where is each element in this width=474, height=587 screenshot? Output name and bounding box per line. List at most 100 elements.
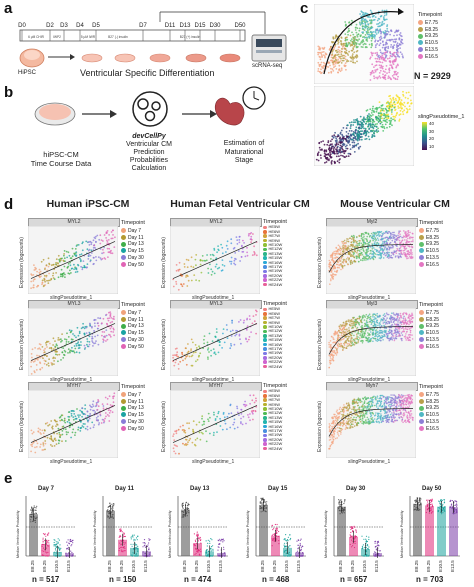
legend-item: HE17W [263, 264, 287, 269]
legend-item: HE24W [263, 282, 287, 287]
sample-size-label: n = 657 [340, 575, 368, 584]
sequencer-icon [251, 34, 287, 62]
x-axis-label: slingPseudotime_1 [192, 295, 235, 301]
x-category-label: E8.25 [107, 560, 112, 572]
expression-scatter [170, 308, 260, 376]
probability-bar [259, 504, 268, 556]
timeline-day-label: D3 [60, 23, 68, 29]
legend-item: HE16W [263, 260, 287, 265]
legend-item: Day 30 [121, 255, 145, 262]
legend-item: HE6W [263, 393, 287, 398]
x-axis-label: slingPseudotime_1 [348, 295, 391, 301]
probability-bar [425, 506, 434, 556]
x-category-label: E10.5 [131, 560, 136, 572]
x-category-label: E8.25 [260, 560, 265, 572]
x-axis-label: slingPseudotime_1 [192, 459, 235, 465]
probability-bar [449, 507, 458, 556]
x-category-label: E13.5 [143, 560, 148, 572]
x-category-label: E13.5 [66, 560, 71, 572]
expression-scatter [170, 226, 260, 294]
legend-item: HE9W [263, 320, 287, 325]
y-axis-label: Expression (logcounts) [161, 401, 167, 452]
legend-item: Day 11 [121, 235, 145, 242]
panel-b-letter: b [4, 84, 14, 101]
y-axis-label: Median Ventricular Probability [16, 510, 20, 558]
legend-item: Day 15 [121, 412, 145, 419]
legend-item: Day 50 [121, 262, 145, 269]
trend-line [172, 323, 258, 361]
legend-item: E9.25 [419, 323, 443, 330]
y-axis-label: Expression (logcounts) [317, 319, 323, 370]
tool-text: devCellPy Ventricular CM Prediction Prob… [126, 133, 172, 172]
probability-bar-chart [333, 496, 384, 558]
timeline-ticks [21, 30, 241, 41]
x-category-label: E9.25 [426, 560, 431, 572]
legend-item: E10.5 [419, 248, 443, 255]
timeline-media-label: 5 μM IWR [81, 35, 96, 39]
legend-item: HE19W [263, 351, 287, 355]
legend-item: HE20W [263, 355, 287, 360]
probability-bar [29, 514, 38, 556]
legend-item: HE19W [263, 433, 287, 437]
y-axis-label: Expression (logcounts) [317, 401, 323, 452]
timepoint-legend: Timepoint HE5W HE6W HE7W HE9W HE10W HE12W HE13W… [263, 383, 287, 451]
y-axis-label: Median Ventricular Probability [246, 510, 250, 558]
timeline-day-label: D7 [139, 23, 147, 29]
timeline-day-label: D0 [18, 23, 26, 29]
expression-scatter [170, 390, 260, 458]
x-axis-label: slingPseudotime_1 [192, 377, 235, 383]
sample-size-label: n = 468 [262, 575, 290, 584]
legend-item: E10.5 [419, 330, 443, 337]
probability-bar-chart [255, 496, 306, 558]
pseudotime-legend: slingPseudotime_1 [418, 114, 465, 120]
subpanel-title: Day 13 [190, 486, 210, 492]
legend-item: E16.5 [419, 426, 443, 433]
legend-item: HE22W [263, 278, 287, 282]
legend-item: Day 13 [121, 323, 145, 330]
col-title-ipsc: Human iPSC-CM [46, 198, 130, 210]
legend-item: HE22W [263, 360, 287, 364]
legend-item: HE9W [263, 402, 287, 407]
x-axis-label: slingPseudotime_1 [50, 295, 93, 301]
y-axis-label: Expression (logcounts) [19, 401, 25, 452]
brain-gears-icon [132, 91, 168, 127]
expression-scatter [28, 308, 118, 376]
x-category-label: E9.25 [42, 560, 47, 572]
probability-bar-chart [177, 496, 228, 558]
x-axis-label: slingPseudotime_1 [50, 377, 93, 383]
legend-item: HE6W [263, 311, 287, 316]
expression-scatter [28, 390, 118, 458]
probability-bar-chart [25, 496, 76, 558]
x-category-label: E10.5 [438, 560, 443, 572]
probability-bar [193, 543, 202, 556]
trend-line [30, 323, 116, 361]
trend-line [30, 241, 116, 279]
x-category-label: E8.25 [414, 560, 419, 572]
legend-item: HE19W [263, 269, 287, 273]
workflow-diagram [34, 86, 266, 127]
legend-item: HE7W [263, 234, 287, 238]
x-axis-label: slingPseudotime_1 [348, 377, 391, 383]
x-category-label: E10.5 [362, 560, 367, 572]
colorbar-tick: 30 [429, 128, 435, 134]
legend-item: HE16W [263, 424, 287, 429]
subpanel-title: Day 7 [38, 486, 55, 492]
x-category-label: E9.25 [194, 560, 199, 572]
input-text: hiPSC-CM Time Course Data [30, 150, 92, 168]
legend-item: HE13W [263, 251, 287, 256]
legend-item: Day 7 [121, 228, 145, 235]
legend-item: E8.25 [419, 317, 443, 324]
probability-bar [181, 509, 190, 556]
legend-item: E10.5 [419, 412, 443, 419]
x-category-label: E13.5 [374, 560, 379, 572]
legend-item: E16.5 [419, 344, 443, 351]
colorbar-tick: 40 [429, 121, 435, 126]
probability-bar-chart [409, 496, 460, 557]
trajectory-arrow [323, 11, 400, 75]
y-axis-label: Median Ventricular Probability [400, 510, 404, 558]
legend-item: Day 7 [121, 310, 145, 317]
legend-item: HE22W [263, 442, 287, 446]
x-category-label: E13.5 [450, 560, 455, 572]
timeline-day-label: D15 [194, 23, 206, 29]
expression-scatter [326, 308, 416, 376]
